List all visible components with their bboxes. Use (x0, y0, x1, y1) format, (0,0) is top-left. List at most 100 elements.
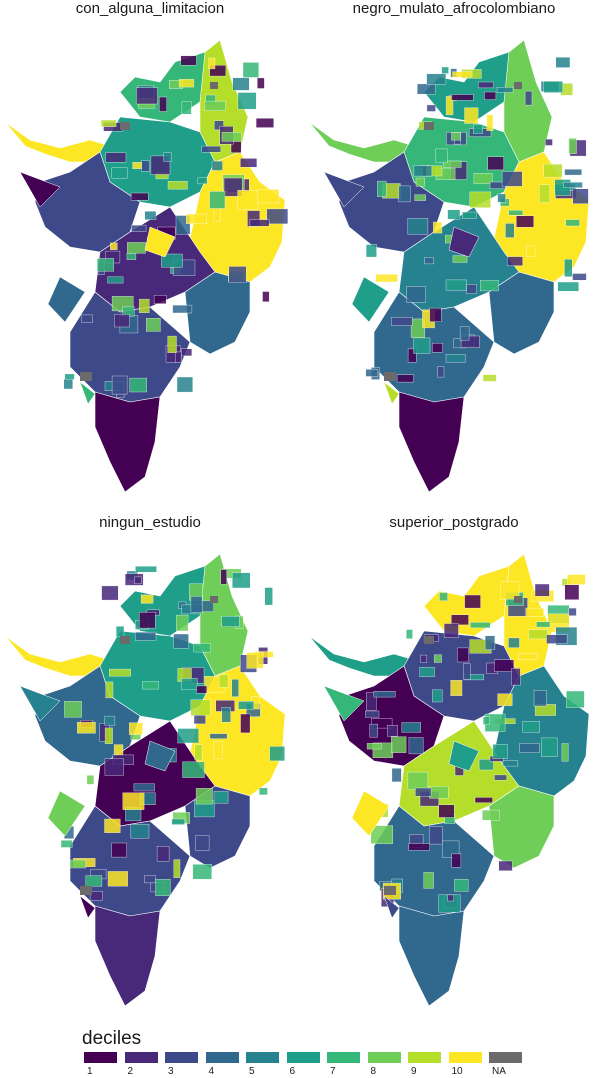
map-tract (323, 171, 365, 208)
map-tract (155, 879, 171, 897)
legend-label-3: 3 (168, 1066, 174, 1077)
map-tract (519, 742, 540, 753)
legend: 1 2 3 4 5 6 7 8 9 10 NA (84, 1052, 524, 1078)
map-tract-na (120, 122, 130, 130)
map-tract (482, 716, 490, 725)
map-tract (242, 62, 260, 78)
map-tract (448, 226, 480, 258)
map-tract (433, 221, 443, 234)
map-region-south-tip (94, 391, 161, 492)
map-region-south-tip (398, 391, 465, 492)
map-tract (114, 314, 130, 328)
map-tract-na (384, 886, 396, 895)
map-tract (408, 737, 424, 755)
map-tract (486, 114, 494, 131)
map-tract (144, 210, 157, 220)
map-tract (257, 77, 265, 89)
map-tract (231, 572, 251, 589)
map-tract (156, 846, 170, 862)
choropleth-map-3 (4, 553, 286, 1006)
legend-label-4: 4 (208, 1066, 215, 1077)
map-tract (454, 879, 469, 892)
map-tract (111, 375, 128, 395)
map-tract (438, 804, 455, 818)
map-tract (432, 689, 443, 703)
map-tract (443, 160, 462, 168)
choropleth-map-1 (4, 39, 289, 492)
map-tract (220, 569, 227, 585)
map-tract (262, 291, 270, 303)
map-tract-na (80, 372, 92, 381)
map-tract (516, 215, 534, 228)
map-tract (240, 713, 251, 734)
map-tract (543, 81, 564, 93)
map-tract (85, 875, 103, 887)
map-tract (144, 226, 176, 258)
legend-label-8: 8 (370, 1066, 377, 1077)
map-tract (387, 725, 398, 737)
map-tract (107, 276, 124, 284)
map-tract (505, 223, 515, 238)
map-tract (47, 276, 86, 323)
legend-key-9 (408, 1052, 441, 1063)
map-tract (497, 693, 513, 706)
map-tract (192, 864, 212, 880)
map-tract (172, 304, 193, 314)
map-tract (565, 219, 580, 227)
map-tract (126, 242, 146, 254)
map-tract (126, 253, 137, 261)
map-tract (145, 318, 161, 332)
map-tract (536, 621, 551, 628)
legend-key-5 (246, 1052, 279, 1063)
map-tract (445, 279, 467, 291)
map-tract (441, 66, 449, 74)
map-tract (451, 132, 462, 141)
map-tract-na (120, 636, 130, 644)
map-tract (572, 188, 589, 204)
map-tract (501, 171, 523, 187)
map-tract (365, 369, 379, 377)
map-tract (104, 727, 113, 744)
map-tract (413, 165, 433, 177)
map-tract (498, 860, 513, 872)
map-tract (144, 875, 156, 884)
map-tract (508, 637, 520, 648)
map-tract (410, 318, 425, 338)
map-tract (538, 184, 550, 203)
legend-label-9: 9 (411, 1066, 417, 1077)
map-tract (161, 253, 183, 268)
map-tract (134, 576, 142, 584)
map-tract (524, 90, 533, 106)
map-tract (63, 379, 73, 390)
map-tract-na (514, 596, 522, 603)
map-tract (482, 374, 497, 382)
map-tract (469, 191, 492, 208)
map-tract (269, 746, 285, 762)
legend-label-5: 5 (249, 1066, 255, 1077)
map-tract (195, 835, 210, 851)
map-tract (101, 585, 119, 601)
map-tract (407, 771, 429, 790)
map-tract (543, 163, 563, 178)
map-region-southeast (184, 271, 251, 355)
map-tract (264, 587, 273, 606)
map-tract (525, 245, 536, 257)
map-tract-na (80, 886, 92, 895)
map-tract (375, 273, 398, 283)
map-tract (428, 826, 443, 845)
map-tract (181, 101, 192, 115)
map-tract (459, 326, 470, 341)
map-tract (132, 162, 142, 170)
panel-title-4: superior_postgrado (389, 514, 519, 531)
map-tract (390, 736, 407, 753)
map-tract-na (514, 82, 522, 89)
legend-label-na: NA (492, 1066, 506, 1077)
panel-title-1: con_alguna_limitacion (75, 0, 225, 17)
map-tract (371, 718, 393, 729)
map-tract (398, 185, 411, 203)
map-tract (246, 652, 264, 669)
map-tract (466, 284, 478, 294)
map-tract (176, 376, 194, 393)
map-tract (517, 653, 538, 660)
map-tract (190, 596, 203, 613)
